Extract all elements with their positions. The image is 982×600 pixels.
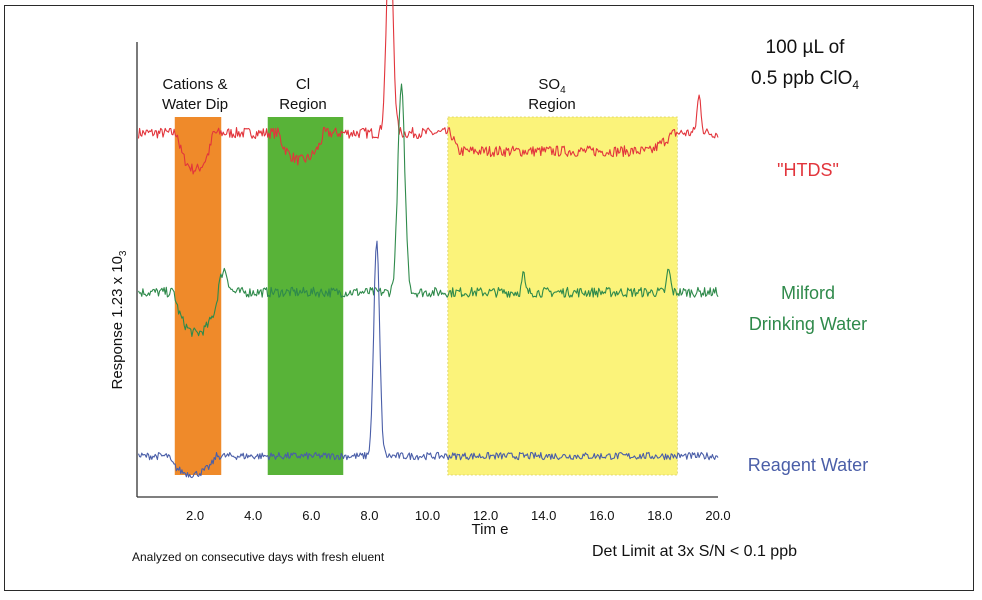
series-label-milford-line1: Milford bbox=[781, 283, 835, 303]
cl-label-line1: Cl bbox=[296, 76, 310, 93]
cations-water-dip-band bbox=[174, 117, 222, 475]
x-tick-label: 4.0 bbox=[244, 508, 262, 523]
cations-label-line2: Water Dip bbox=[162, 96, 228, 113]
cl-label-line2: Region bbox=[279, 96, 327, 113]
region-bands bbox=[174, 116, 678, 476]
footnote-text: Analyzed on consecutive days with fresh … bbox=[132, 550, 385, 564]
x-tick-label: 20.0 bbox=[705, 508, 730, 523]
detection-limit-text: Det Limit at 3x S/N < 0.1 ppb bbox=[592, 543, 797, 560]
x-tick-label: 8.0 bbox=[360, 508, 378, 523]
x-tick-label: 14.0 bbox=[531, 508, 556, 523]
so4-region-band bbox=[447, 116, 678, 476]
x-tick-label: 10.0 bbox=[415, 508, 440, 523]
x-tick-label: 6.0 bbox=[302, 508, 320, 523]
x-tick-label: 12.0 bbox=[473, 508, 498, 523]
x-tick-labels: 2.0 4.0 6.0 8.0 10.0 12.0 14.0 16.0 18.0 20.0 bbox=[186, 508, 731, 523]
sample-concentration-text: 0.5 ppb ClO4 bbox=[751, 68, 859, 92]
so4-label-line2: Region bbox=[528, 96, 576, 113]
x-tick-label: 16.0 bbox=[589, 508, 614, 523]
trace-htds bbox=[137, 0, 719, 175]
sample-volume-text: 100 µL of bbox=[766, 37, 846, 58]
trace-milford bbox=[138, 83, 719, 337]
series-label-htds: "HTDS" bbox=[777, 160, 839, 180]
so4-label-line1: SO4 bbox=[538, 76, 566, 96]
trace-reagent bbox=[137, 240, 719, 479]
series-label-reagent: Reagent Water bbox=[748, 455, 868, 475]
traces bbox=[137, 0, 719, 479]
figure-frame bbox=[4, 5, 974, 591]
series-label-milford-line2: Drinking Water bbox=[749, 314, 867, 334]
y-axis-label: Response 1.23 x 103 bbox=[109, 250, 129, 389]
x-tick-label: 18.0 bbox=[647, 508, 672, 523]
x-tick-label: 2.0 bbox=[186, 508, 204, 523]
cations-label-line1: Cations & bbox=[162, 76, 227, 93]
x-axis-label: Tim e bbox=[472, 521, 509, 538]
